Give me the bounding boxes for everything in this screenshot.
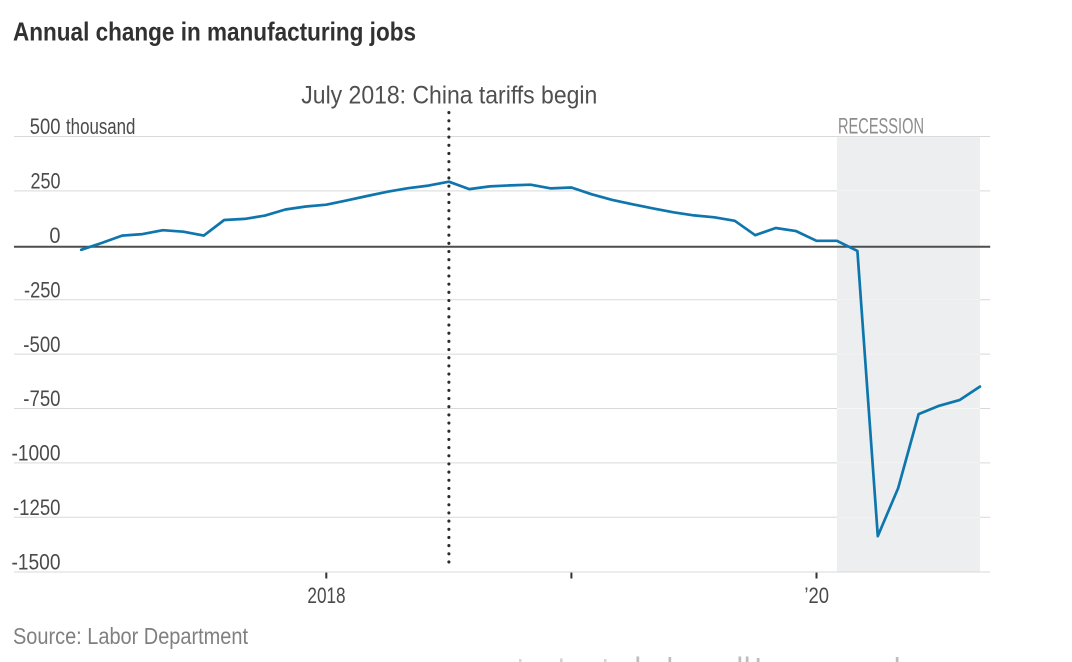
svg-text:-750: -750 (23, 386, 60, 411)
svg-text:July 2018: China tariffs begin: July 2018: China tariffs begin (301, 81, 597, 109)
svg-text:-250: -250 (24, 277, 61, 302)
svg-text:thousand: thousand (66, 114, 135, 139)
svg-text:-1000: -1000 (12, 441, 61, 466)
svg-text:2018: 2018 (307, 583, 345, 608)
svg-text:500: 500 (30, 114, 61, 139)
svg-text:0: 0 (49, 223, 60, 248)
svg-text:-500: -500 (23, 332, 60, 357)
svg-text:RECESSION: RECESSION (838, 114, 924, 139)
svg-text:-1250: -1250 (13, 495, 61, 520)
svg-text:Source: Labor Department: Source: Labor Department (13, 623, 249, 649)
svg-text:’20: ’20 (804, 583, 829, 608)
svg-text:-1500: -1500 (12, 549, 61, 574)
svg-text:Annual change in manufacturing: Annual change in manufacturing jobs (13, 17, 416, 47)
svg-text:250: 250 (31, 169, 61, 194)
